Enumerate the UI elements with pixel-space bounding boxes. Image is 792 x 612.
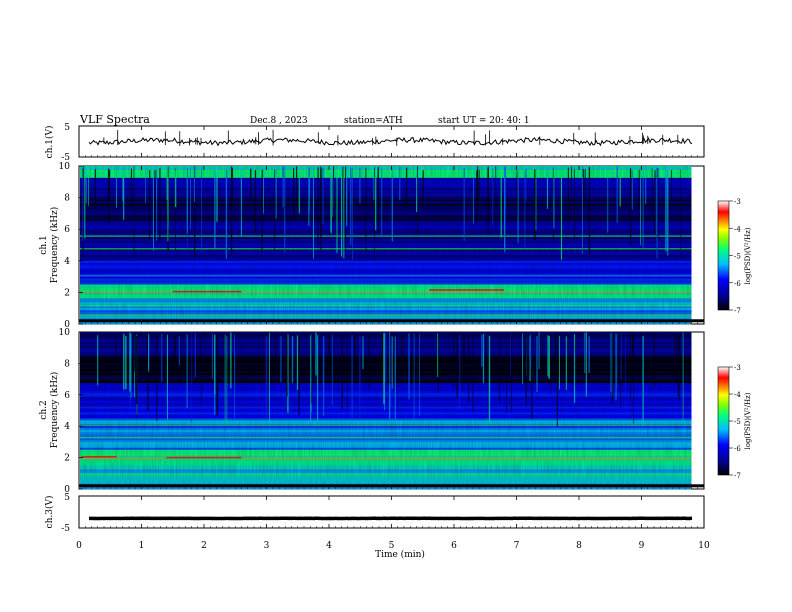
ytick-label: 10 — [59, 328, 71, 338]
colorbar-tick-label: -5 — [734, 253, 741, 261]
ytick-label: 8 — [64, 194, 70, 204]
ch3-waveform-panel: ch.3(V) 5 -5 — [44, 493, 705, 534]
figure-title: VLF Spectra — [79, 113, 150, 126]
ytick-label: 4 — [64, 257, 70, 267]
spectrogram-texture — [80, 332, 692, 489]
ch2-spectrogram-image — [79, 332, 704, 490]
ch1-colorbar: -3 -4 -5 -6 -7 log(PSD)(V²/Hz) — [717, 198, 752, 315]
ytick-label: 4 — [64, 422, 70, 432]
ytick-label: 2 — [64, 288, 70, 298]
ch3-waveform-frame — [78, 495, 705, 529]
ch2-spectrogram-yticks: 10 8 6 4 2 0 — [59, 328, 83, 495]
header-start-ut: start UT = 20: 40: 1 — [438, 116, 530, 126]
ch1-spec-ylabel-channel: ch.1 — [39, 235, 49, 254]
header-station: station=ATH — [344, 116, 403, 126]
colorbar-tick-label: -5 — [734, 418, 741, 426]
ch3-ytick-bottom: -5 — [61, 524, 70, 534]
xtick-label: 3 — [264, 541, 270, 551]
x-axis-label: Time (min) — [375, 549, 425, 560]
ch2-spectrogram-panel: ch.2 Frequency (kHz) 10 8 6 4 2 0 — [39, 328, 705, 495]
ytick-label: 10 — [59, 162, 71, 172]
colorbar-tick-label: -6 — [734, 280, 741, 288]
ch1-colorbar-label: log(PSD)(V²/Hz) — [744, 227, 752, 284]
ytick-label: 8 — [64, 359, 70, 369]
ytick-label: 6 — [64, 391, 70, 401]
ch1-waveform-panel: ch.1(V) 5 -5 — [44, 123, 705, 163]
ch1-colorbar-ticks: -3 -4 -5 -6 -7 — [729, 198, 741, 315]
ch1-colorbar-gradient — [717, 200, 730, 311]
xtick-label: 6 — [451, 541, 457, 551]
colorbar-tick-label: -4 — [734, 225, 741, 233]
ch1-spectrogram-panel: ch.1 Frequency (kHz) 10 8 6 4 2 0 — [39, 162, 705, 330]
xtick-label: 7 — [514, 541, 520, 551]
xtick-label: 8 — [576, 541, 582, 551]
ytick-label: 0 — [64, 485, 70, 495]
ch2-colorbar-ticks: -3 -4 -5 -6 -7 — [729, 364, 741, 480]
ch1-ytick-bottom: -5 — [61, 153, 70, 163]
xtick-label: 2 — [201, 541, 207, 551]
colorbar-tick-label: -3 — [734, 364, 741, 372]
header-date: Dec.8 , 2023 — [250, 116, 308, 126]
colorbar-tick-label: -3 — [734, 198, 741, 206]
ch3-ylabel: ch.3(V) — [44, 496, 55, 529]
xtick-label: 10 — [698, 541, 710, 551]
xtick-label: 9 — [639, 541, 645, 551]
ch1-ylabel: ch.1(V) — [44, 126, 55, 159]
ch1-ytick-top: 5 — [64, 123, 70, 133]
ytick-label: 2 — [64, 454, 70, 464]
colorbar-tick-label: -4 — [734, 391, 741, 399]
ytick-label: 0 — [64, 320, 70, 330]
colorbar-tick-label: -6 — [734, 445, 741, 453]
ch1-waveform-spikes — [103, 129, 679, 147]
ch1-spec-ylabel: Frequency (kHz) — [49, 207, 60, 284]
colorbar-tick-label: -7 — [734, 307, 741, 315]
xtick-label: 1 — [139, 541, 145, 551]
colorbar-tick-label: -7 — [734, 472, 741, 480]
ch1-spectrogram-image — [79, 166, 704, 325]
x-axis-ticks: 0 1 2 3 4 5 6 7 8 9 10 — [76, 126, 710, 551]
ch2-spec-ylabel-channel: ch.2 — [39, 400, 49, 419]
ytick-label: 6 — [64, 225, 70, 235]
ch2-colorbar-gradient — [717, 366, 730, 476]
ch2-colorbar: -3 -4 -5 -6 -7 log(PSD)(V²/Hz) — [717, 364, 752, 480]
ch3-ytick-top: 5 — [64, 493, 70, 503]
xtick-label: 0 — [76, 541, 82, 551]
ch2-colorbar-label: log(PSD)(V²/Hz) — [744, 392, 752, 449]
spectrogram-texture — [80, 166, 692, 324]
ch1-spectrogram-yticks: 10 8 6 4 2 0 — [59, 162, 83, 330]
xtick-label: 4 — [326, 541, 332, 551]
xtick-label: 5 — [389, 541, 395, 551]
ch2-spec-ylabel: Frequency (kHz) — [49, 372, 60, 449]
